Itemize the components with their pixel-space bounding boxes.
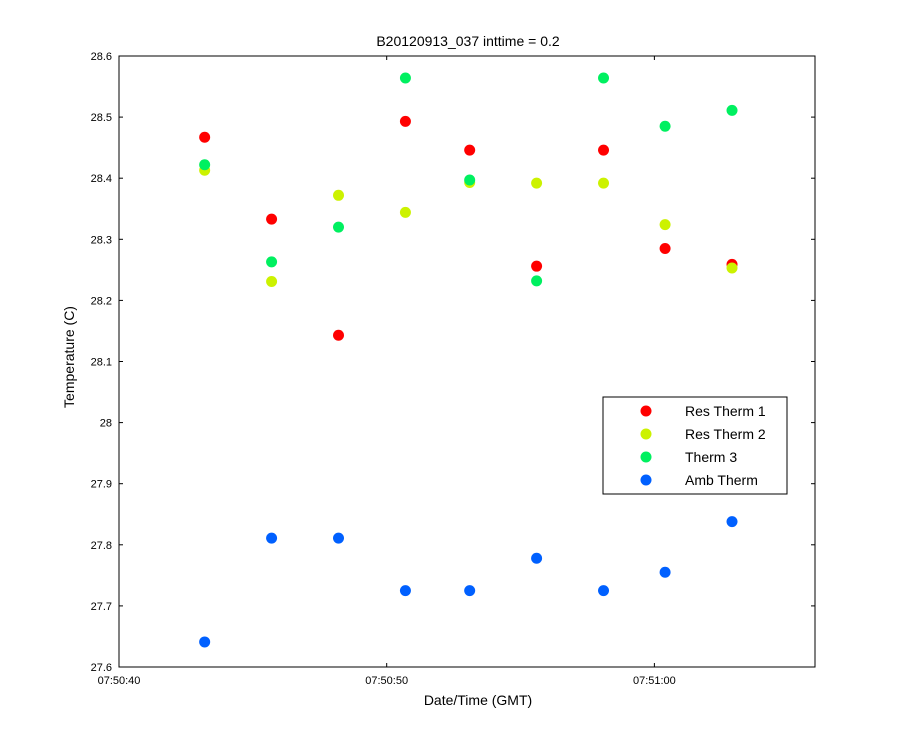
data-point-amb-therm [726,516,738,528]
legend-marker-res-therm-2 [640,428,652,440]
y-tick-label: 28.1 [91,357,112,369]
y-tick-label: 27.8 [91,540,112,552]
data-point-amb-therm [399,585,411,597]
legend-label: Res Therm 1 [685,403,766,419]
y-tick-label: 28 [100,418,112,430]
y-tick-label: 28.5 [91,112,112,124]
x-tick-label: 07:51:00 [633,675,676,687]
data-point-res-therm-1 [333,329,345,341]
data-point-therm-3 [598,72,610,84]
y-tick-label: 27.7 [91,601,112,613]
data-point-res-therm-2 [399,206,411,218]
data-point-therm-3 [659,120,671,132]
data-point-res-therm-1 [266,213,278,225]
y-axis-label: Temperature (C) [61,306,77,408]
legend-marker-res-therm-1 [640,405,652,417]
data-point-amb-therm [464,585,476,597]
data-point-res-therm-1 [399,115,411,127]
data-point-therm-3 [726,104,738,116]
series-res-therm-1 [199,115,738,341]
data-point-res-therm-2 [333,189,345,201]
data-point-res-therm-2 [531,177,543,189]
plot-area [118,55,816,668]
y-tick-label: 28.3 [91,234,112,246]
x-axis: 07:50:40 07:50:50 07:51:00 [98,56,676,687]
legend-label: Res Therm 2 [685,426,766,442]
data-point-res-therm-1 [531,260,543,272]
x-axis-label: Date/Time (GMT) [424,692,532,708]
y-tick-label: 27.6 [91,662,112,674]
data-point-res-therm-2 [598,177,610,189]
data-point-amb-therm [531,552,543,564]
legend-marker-therm-3 [640,451,652,463]
data-point-therm-3 [266,256,278,268]
data-point-therm-3 [399,72,411,84]
data-point-res-therm-1 [199,131,211,143]
y-tick-label: 28.6 [91,51,112,63]
series-therm-3 [199,72,738,287]
data-point-therm-3 [531,275,543,287]
data-point-amb-therm [199,636,211,648]
legend: Res Therm 1 Res Therm 2 Therm 3 Amb Therm [602,396,788,495]
x-tick-label: 07:50:50 [365,675,408,687]
data-point-therm-3 [199,159,211,171]
legend-label: Therm 3 [685,449,737,465]
data-point-res-therm-1 [464,144,476,156]
data-point-res-therm-2 [726,262,738,274]
series-amb-therm [199,516,738,648]
data-point-therm-3 [464,174,476,186]
data-point-therm-3 [333,221,345,233]
y-tick-label: 28.4 [91,173,112,185]
data-point-amb-therm [266,532,278,544]
y-tick-label: 27.9 [91,479,112,491]
y-axis: 27.6 27.7 27.8 27.9 28 28.1 28.2 28.3 28.4 28.5 28… [91,51,815,674]
legend-box [602,396,788,495]
legend-label: Amb Therm [685,472,758,488]
data-point-res-therm-2 [266,275,278,287]
chart-title: B20120913_037 inttime = 0.2 [376,33,560,49]
data-point-res-therm-1 [659,242,671,254]
data-point-amb-therm [659,566,671,578]
legend-marker-amb-therm [640,474,652,486]
y-tick-label: 28.2 [91,295,112,307]
data-points [199,72,738,648]
data-point-amb-therm [333,532,345,544]
data-point-amb-therm [598,585,610,597]
x-tick-label: 07:50:40 [98,675,141,687]
data-point-res-therm-2 [659,219,671,231]
data-point-res-therm-1 [598,144,610,156]
